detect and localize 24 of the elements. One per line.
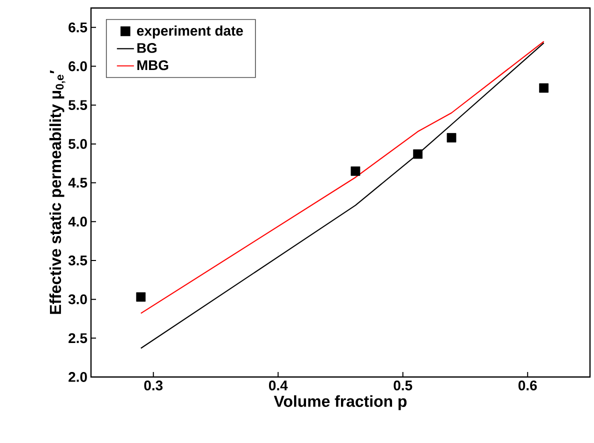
point xyxy=(446,133,456,142)
x-tick-label: 0.3 xyxy=(144,380,163,390)
legend-label: experiment date xyxy=(137,25,243,38)
legend-label: BG xyxy=(137,43,157,53)
y-tick-label: 2.5 xyxy=(68,333,88,344)
point xyxy=(539,83,549,93)
x-tick-label: 0.6 xyxy=(518,380,537,390)
y-axis-title: Effective static permeability μ$_{0,e}$′ xyxy=(49,70,66,314)
y-tick-label: 5.5 xyxy=(68,100,88,110)
y-tick-label: 6.5 xyxy=(68,22,88,32)
y-tick-label: 6.0 xyxy=(68,61,87,72)
y-tick-label: 3.5 xyxy=(68,256,88,266)
y-tick-label: 5.0 xyxy=(68,138,87,149)
point xyxy=(350,166,360,176)
point xyxy=(136,292,146,302)
y-tick-label: 3.0 xyxy=(68,294,87,304)
y-tick-label: 2.0 xyxy=(68,372,87,382)
y-tick-label: 4.5 xyxy=(68,178,88,188)
x-tick-label: 0.5 xyxy=(394,380,412,390)
point xyxy=(413,149,423,159)
y-tick-label: 4.0 xyxy=(68,216,87,227)
x-axis-title: Volume fraction p xyxy=(274,395,407,410)
x-tick-label: 0.4 xyxy=(268,380,288,390)
legend-label: MBG xyxy=(137,60,168,70)
